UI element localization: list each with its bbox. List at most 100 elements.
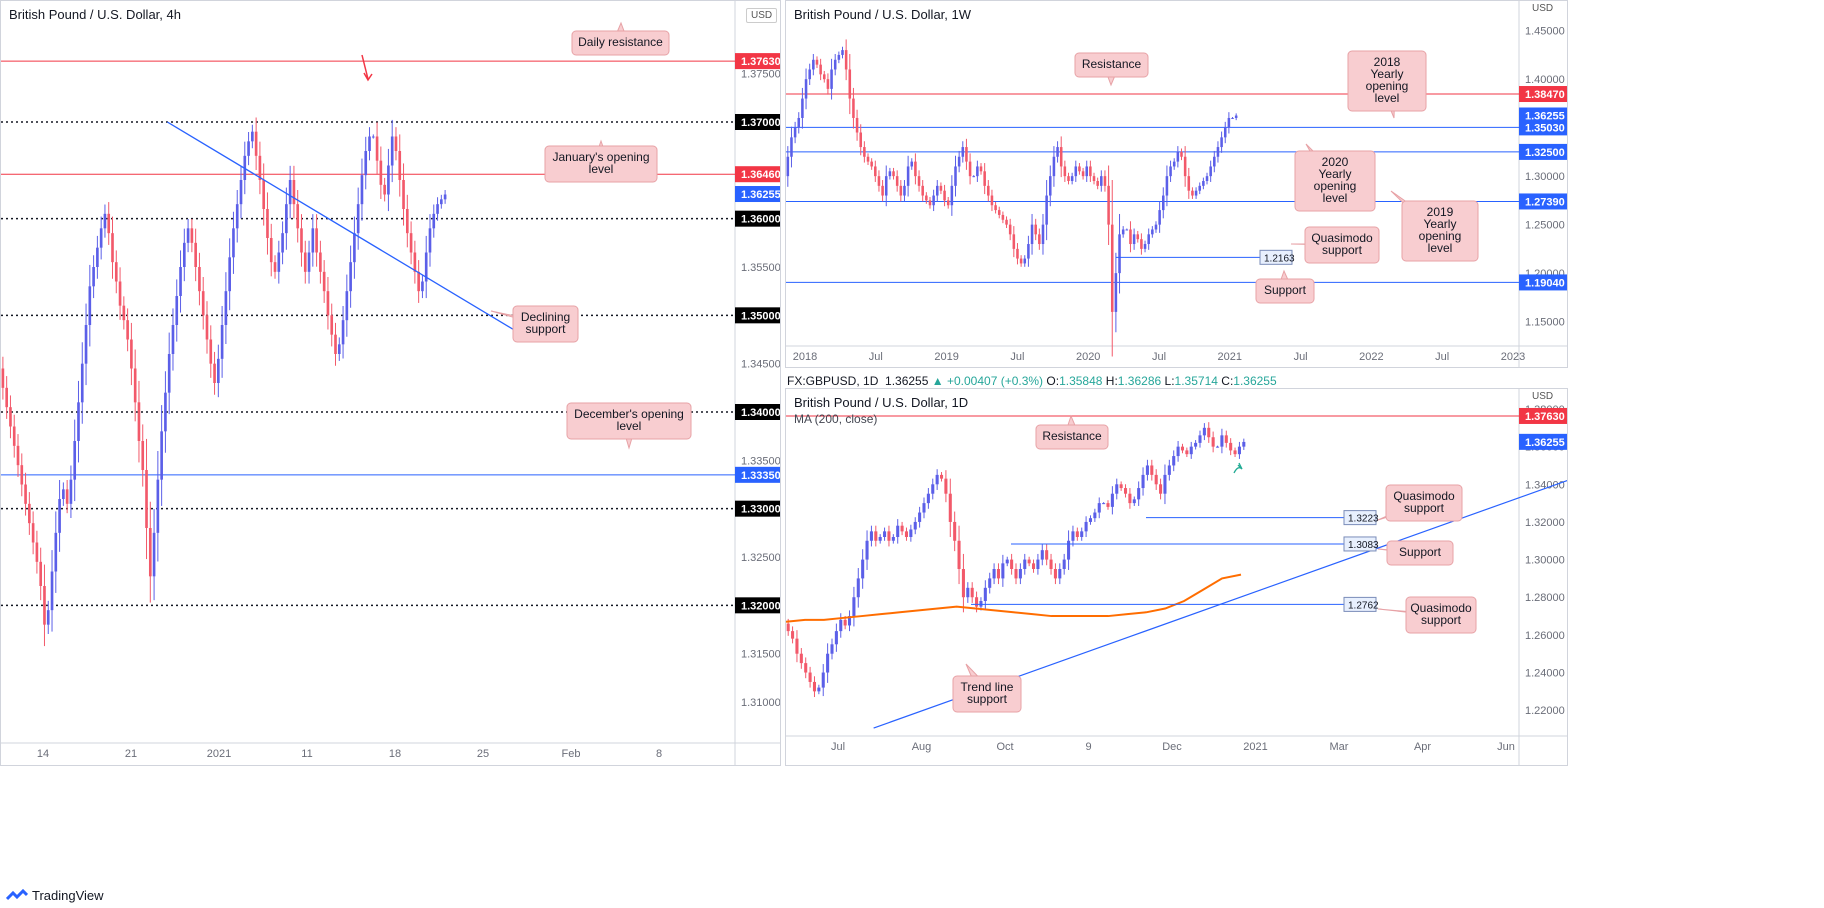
candle-body bbox=[852, 98, 855, 118]
candle-body bbox=[1092, 176, 1096, 181]
candle-body bbox=[1220, 435, 1224, 447]
chart-panel-4h[interactable]: 1.375001.370001.365001.360001.355001.350… bbox=[0, 0, 781, 766]
candle-body bbox=[443, 194, 447, 200]
open-value: 1.35848 bbox=[1059, 374, 1103, 388]
x-tick-label: 2023 bbox=[1501, 351, 1525, 363]
candle-body bbox=[1176, 446, 1180, 457]
callout-daily-resistance[interactable]: Daily resistance bbox=[571, 21, 670, 56]
candle-body bbox=[1172, 161, 1176, 167]
candle-body bbox=[292, 180, 296, 205]
ma-indicator-label[interactable]: MA (200, close) bbox=[794, 412, 878, 426]
candle-body bbox=[793, 127, 797, 138]
currency-badge[interactable]: USD bbox=[746, 8, 778, 23]
callout-resistance[interactable]: Resistance bbox=[1074, 52, 1149, 87]
candle-body bbox=[968, 161, 972, 177]
symbol-name[interactable]: FX:GBPUSD, 1D bbox=[787, 374, 879, 388]
candle-body bbox=[1056, 147, 1059, 157]
candle-body bbox=[201, 291, 205, 316]
x-tick-label: Aug bbox=[912, 741, 932, 753]
candle-body bbox=[1089, 166, 1092, 177]
callout-support[interactable]: Support bbox=[1255, 269, 1315, 304]
price-label-box bbox=[1519, 193, 1567, 210]
callout-2019-yearly-opening-text: 2019 bbox=[1427, 205, 1454, 219]
tradingview-brand[interactable]: TradingView bbox=[32, 888, 104, 903]
chart-4h-svg[interactable]: 1.375001.370001.365001.360001.355001.350… bbox=[1, 1, 781, 766]
candle-body bbox=[987, 185, 990, 196]
candle-body bbox=[953, 521, 957, 541]
candle-body bbox=[808, 672, 812, 682]
candle-body bbox=[804, 79, 808, 99]
candle-body bbox=[833, 59, 837, 70]
price-label-box bbox=[1519, 274, 1567, 291]
chart-1d-svg[interactable]: 1.380001.360001.340001.320001.300001.280… bbox=[786, 389, 1568, 766]
callout-resistance[interactable]: Resistance bbox=[1035, 414, 1109, 450]
candle-body bbox=[1227, 117, 1231, 128]
candle-body bbox=[918, 512, 922, 522]
candle-body bbox=[812, 59, 815, 70]
x-tick-label: Mar bbox=[1330, 741, 1349, 753]
candle-body bbox=[311, 228, 315, 253]
candle-body bbox=[1185, 450, 1189, 455]
candle-body bbox=[799, 653, 803, 664]
candle-body bbox=[1202, 181, 1205, 186]
candle-body bbox=[254, 131, 258, 156]
candle-body bbox=[1194, 442, 1198, 447]
candle-body bbox=[1052, 156, 1056, 177]
y-tick-label: 1.32500 bbox=[741, 552, 781, 564]
candle-body bbox=[844, 50, 848, 70]
candle-body bbox=[921, 185, 924, 196]
candle-body bbox=[436, 204, 439, 214]
y-tick-label: 1.28000 bbox=[1525, 592, 1565, 604]
candle-body bbox=[141, 441, 145, 470]
x-tick-label: Feb bbox=[562, 748, 581, 760]
callout-support[interactable]: Support bbox=[1377, 540, 1454, 566]
candle-body bbox=[103, 213, 107, 229]
callout-resistance-text: Resistance bbox=[1042, 429, 1102, 443]
price-label: 1.32500 bbox=[1525, 147, 1565, 159]
candle-body bbox=[266, 209, 269, 238]
candle-body bbox=[213, 363, 216, 383]
callout-declining-support-box bbox=[512, 305, 579, 343]
price-label-box bbox=[1519, 119, 1567, 136]
candle-body bbox=[156, 479, 160, 533]
y-tick-label: 1.40000 bbox=[1525, 74, 1565, 86]
candle-body bbox=[356, 204, 360, 234]
candle-body bbox=[817, 687, 821, 692]
candle-body bbox=[855, 117, 859, 133]
candle-body bbox=[839, 619, 843, 632]
candle-body bbox=[126, 320, 129, 340]
candle-body bbox=[1147, 234, 1150, 245]
candle-body bbox=[9, 407, 12, 427]
candle-body bbox=[28, 503, 31, 524]
candle-body bbox=[1183, 156, 1187, 177]
x-tick-label: 2018 bbox=[793, 351, 817, 363]
chart-1w-svg[interactable]: 1.450001.400001.350001.300001.250001.200… bbox=[786, 1, 1568, 368]
candle-body bbox=[288, 180, 292, 205]
callout-januarys-opening-level-text: level bbox=[589, 162, 614, 176]
candle-body bbox=[1, 368, 5, 388]
candle-body bbox=[1163, 474, 1167, 494]
tradingview-logo-icon[interactable] bbox=[6, 888, 28, 903]
candle-body bbox=[1180, 446, 1185, 451]
candle-body bbox=[1110, 224, 1114, 312]
candle-body bbox=[39, 561, 43, 586]
chart-panel-1d[interactable]: 1.380001.360001.340001.320001.300001.280… bbox=[785, 388, 1568, 766]
x-tick-label: 2021 bbox=[1218, 351, 1242, 363]
candle-body bbox=[878, 537, 882, 541]
last-price: 1.36255 bbox=[885, 374, 929, 388]
chart-panel-1w[interactable]: 1.450001.400001.350001.300001.250001.200… bbox=[785, 0, 1568, 368]
callout-2020-yearly-opening-text: opening bbox=[1314, 179, 1357, 193]
callout-quasimodo-support-box bbox=[1304, 226, 1380, 264]
symbol-info-bar: FX:GBPUSD, 1D 1.36255 ▲ +0.00407 (+0.3%)… bbox=[787, 374, 1277, 388]
candle-body bbox=[421, 281, 424, 292]
